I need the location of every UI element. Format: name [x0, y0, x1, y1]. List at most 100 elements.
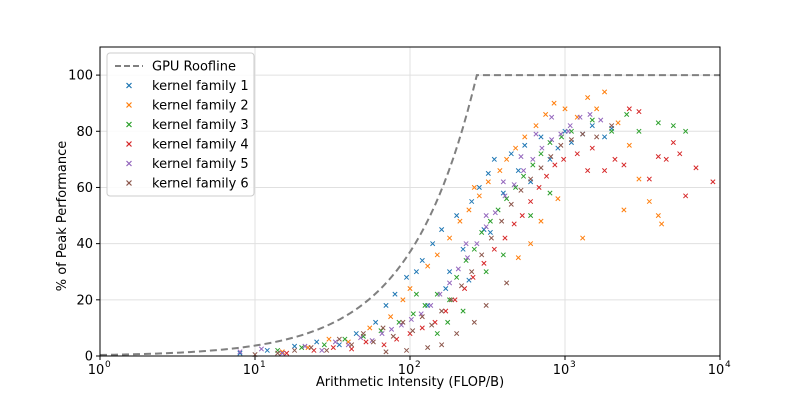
data-point-family-2: [515, 255, 521, 261]
data-point-family-5: [567, 123, 573, 129]
data-point-family-3: [342, 336, 348, 342]
data-point-family-5: [332, 339, 338, 345]
data-point-family-6: [308, 345, 314, 351]
data-point-family-4: [670, 139, 676, 146]
data-point-family-6: [439, 308, 445, 314]
x-tick-label: 10: [243, 363, 260, 378]
data-point-family-4: [612, 156, 618, 162]
data-point-family-1: [419, 257, 425, 264]
data-point-family-5: [502, 193, 508, 199]
data-point-family-1: [373, 319, 379, 325]
data-point-family-5: [319, 347, 325, 353]
data-point-family-2: [626, 142, 632, 148]
data-point-family-2: [543, 111, 549, 117]
data-point-family-5: [279, 350, 285, 356]
data-point-family-6: [429, 322, 435, 328]
data-point-family-2: [471, 184, 477, 191]
data-point-family-4: [443, 308, 449, 314]
data-point-family-1: [460, 246, 466, 252]
data-point-family-3: [422, 302, 428, 308]
data-point-family-5: [302, 343, 308, 349]
data-point-family-3: [538, 151, 544, 157]
data-point-family-3: [460, 308, 466, 314]
data-point-family-4: [470, 274, 476, 280]
data-point-family-3: [487, 218, 493, 224]
legend-marker-family-1: [126, 82, 132, 89]
data-point-family-2: [485, 179, 491, 185]
data-point-family-4: [284, 350, 290, 356]
data-point-family-1: [487, 229, 493, 235]
data-point-family-6: [469, 269, 475, 275]
data-point-family-1: [292, 343, 298, 349]
x-tick-exponent: 1: [260, 360, 266, 370]
data-point-family-1: [466, 277, 472, 283]
data-point-family-5: [500, 179, 506, 185]
data-point-family-4: [381, 342, 387, 348]
data-point-family-6: [448, 297, 454, 303]
data-point-family-4: [349, 346, 355, 352]
data-point-family-6: [425, 345, 431, 351]
data-point-family-6: [419, 314, 425, 320]
data-point-family-5: [408, 316, 414, 323]
data-point-family-6: [538, 165, 544, 171]
data-point-family-1: [403, 274, 410, 280]
data-point-family-6: [439, 342, 445, 348]
data-point-family-6: [324, 347, 330, 353]
data-point-family-2: [326, 336, 332, 342]
x-tick-exponent: 3: [570, 360, 576, 370]
data-point-family-1: [476, 184, 482, 191]
data-point-family-4: [363, 339, 369, 345]
data-point-family-5: [539, 145, 545, 151]
data-point-family-3: [530, 162, 536, 168]
data-point-family-3: [299, 345, 305, 351]
data-point-family-3: [447, 297, 453, 303]
data-point-family-5: [483, 212, 489, 219]
data-point-family-4: [655, 154, 661, 160]
data-point-family-2: [497, 168, 503, 174]
y-axis-ticks: 0 20 40 60 80 100: [68, 69, 100, 365]
data-point-family-1: [454, 212, 460, 219]
data-point-family-6: [458, 283, 465, 289]
data-point-family-6: [508, 201, 514, 207]
data-point-family-2: [580, 235, 586, 241]
data-point-family-6: [471, 319, 477, 325]
data-point-family-1: [538, 134, 544, 140]
data-point-family-5: [379, 330, 385, 337]
data-point-family-5: [533, 131, 539, 137]
data-point-family-4: [683, 193, 689, 199]
legend-label-family-3: kernel family 3: [152, 118, 249, 133]
data-point-family-6: [370, 339, 376, 345]
data-point-family-2: [615, 120, 621, 126]
legend-series-entries: kernel family 1 kernel family 2 kernel fam…: [126, 79, 249, 192]
data-point-family-1: [237, 350, 243, 356]
x-axis-ticks: 10 0 10 1 10 2 10 3 10 4: [88, 356, 731, 378]
data-point-family-2: [659, 221, 665, 227]
data-point-family-3: [547, 190, 553, 196]
data-point-family-6: [528, 176, 534, 182]
data-point-family-3: [547, 139, 553, 146]
data-point-family-3: [589, 117, 595, 123]
data-point-family-4: [663, 156, 669, 162]
data-point-family-1: [547, 156, 553, 162]
data-point-family-6: [292, 347, 298, 353]
data-point-family-4: [330, 345, 336, 351]
data-point-family-4: [602, 168, 608, 174]
data-point-family-5: [258, 346, 264, 352]
data-point-family-3: [321, 342, 327, 348]
data-point-family-1: [485, 170, 491, 176]
data-point-family-3: [500, 252, 506, 258]
y-tick-label: 100: [68, 69, 93, 84]
legend-marker-family-2: [126, 102, 132, 108]
data-point-family-5: [577, 114, 583, 120]
data-point-family-2: [646, 198, 652, 205]
legend-marker-family-4: [126, 141, 132, 147]
data-point-family-4: [502, 235, 508, 241]
data-point-family-3: [670, 123, 676, 129]
data-point-family-2: [447, 235, 453, 241]
data-point-family-5: [558, 131, 564, 137]
data-point-family-2: [425, 263, 431, 269]
roofline-curve: [99, 74, 720, 356]
data-point-family-2: [407, 286, 413, 292]
data-point-family-3: [410, 311, 416, 317]
